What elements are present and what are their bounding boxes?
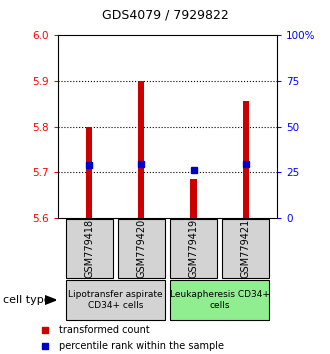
Bar xyxy=(138,81,145,218)
Bar xyxy=(243,102,249,218)
Bar xyxy=(66,219,113,278)
Bar xyxy=(86,127,92,218)
Bar xyxy=(118,219,165,278)
Text: percentile rank within the sample: percentile rank within the sample xyxy=(59,341,224,350)
Bar xyxy=(170,219,217,278)
Bar xyxy=(170,280,269,320)
Text: GSM779421: GSM779421 xyxy=(241,219,251,278)
Text: GSM779419: GSM779419 xyxy=(189,219,199,278)
Text: cell type: cell type xyxy=(3,295,51,305)
Text: transformed count: transformed count xyxy=(59,325,150,335)
Text: Lipotransfer aspirate
CD34+ cells: Lipotransfer aspirate CD34+ cells xyxy=(68,290,163,310)
Polygon shape xyxy=(45,296,56,304)
Text: GSM779420: GSM779420 xyxy=(136,219,146,278)
Text: GDS4079 / 7929822: GDS4079 / 7929822 xyxy=(102,9,228,22)
Bar xyxy=(190,179,197,218)
Bar xyxy=(222,219,269,278)
Bar xyxy=(66,280,165,320)
Text: GSM779418: GSM779418 xyxy=(84,219,94,278)
Text: Leukapheresis CD34+
cells: Leukapheresis CD34+ cells xyxy=(170,290,270,310)
